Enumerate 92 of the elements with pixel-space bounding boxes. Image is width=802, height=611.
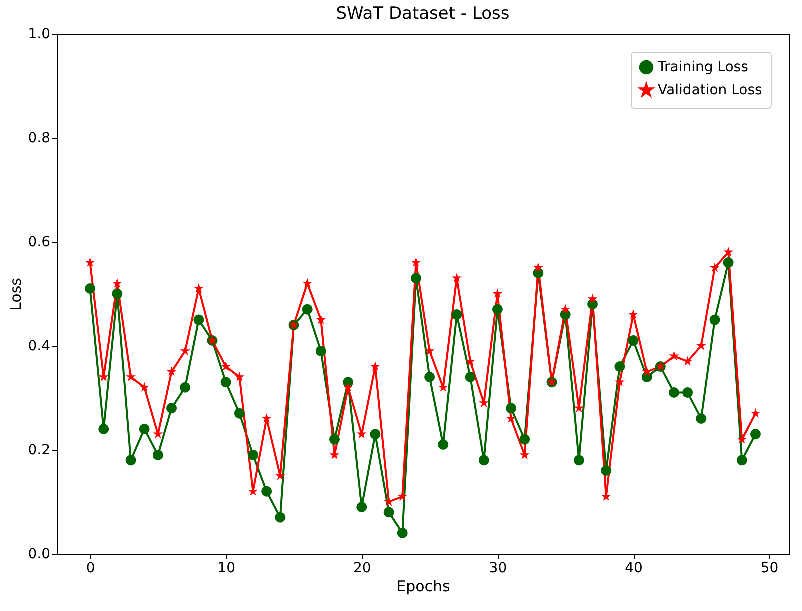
point (588, 294, 598, 304)
point (452, 310, 462, 320)
y-tick-label: 1.0 (28, 26, 50, 42)
point (140, 382, 150, 392)
chart-title: SWaT Dataset - Loss (336, 4, 510, 24)
point (614, 362, 626, 372)
point (628, 336, 639, 346)
point (438, 440, 449, 450)
point (466, 356, 476, 366)
point (492, 304, 503, 315)
point (194, 314, 204, 326)
point (329, 434, 340, 445)
x-tick-label: 50 (760, 560, 779, 576)
point (153, 429, 164, 439)
point (85, 284, 96, 294)
y-tick-label: 0.0 (28, 546, 50, 562)
point (424, 346, 435, 356)
point (343, 382, 354, 392)
point (248, 450, 258, 460)
point (669, 388, 680, 398)
point (750, 429, 761, 440)
point (410, 273, 422, 284)
point (696, 414, 707, 424)
point (424, 372, 436, 382)
point (316, 314, 326, 324)
point (628, 310, 638, 320)
point (275, 512, 286, 523)
legend-label: Training Loss (657, 60, 748, 76)
y-tick-label: 0.2 (28, 442, 50, 458)
point (520, 434, 530, 445)
x-tick-label: 30 (489, 560, 508, 576)
point (302, 278, 313, 288)
point (126, 455, 136, 466)
point (682, 356, 693, 366)
point (85, 258, 96, 268)
point (112, 288, 123, 300)
x-tick-label: 20 (353, 560, 372, 576)
x-tick-label: 10 (218, 560, 236, 576)
point (682, 388, 694, 398)
point (506, 414, 516, 424)
point (234, 372, 245, 382)
point (465, 372, 476, 382)
point (220, 377, 232, 388)
point (370, 362, 380, 372)
point (452, 273, 462, 283)
point (506, 403, 517, 414)
point (152, 450, 164, 460)
y-tick-label: 0.4 (28, 338, 51, 354)
point (724, 247, 734, 257)
point (710, 262, 720, 272)
point (384, 507, 394, 518)
point (478, 455, 490, 466)
point (262, 414, 272, 424)
point (316, 346, 326, 356)
x-axis-title: Epochs (396, 578, 451, 596)
point (234, 408, 245, 419)
point (194, 284, 204, 294)
point (737, 434, 748, 444)
point (669, 351, 680, 361)
point (98, 424, 110, 434)
point (356, 429, 367, 439)
point (180, 382, 191, 393)
point (696, 340, 706, 350)
point (736, 455, 748, 466)
point (180, 346, 190, 356)
point (166, 366, 177, 376)
point (723, 258, 734, 268)
point (533, 262, 544, 272)
y-axis-title: Loss (7, 278, 26, 311)
point (370, 429, 381, 440)
point (397, 528, 408, 538)
point (221, 362, 232, 372)
x-tick-label: 40 (625, 560, 643, 576)
x-tick-label: 0 (86, 560, 96, 576)
point (574, 455, 584, 466)
point (750, 408, 761, 418)
point (139, 424, 150, 434)
point (112, 278, 122, 288)
point (560, 304, 571, 314)
point (411, 258, 422, 268)
point (614, 377, 625, 387)
point (166, 403, 177, 414)
point (356, 502, 368, 512)
y-tick-label: 0.6 (28, 234, 51, 250)
legend-label: Validation Loss (658, 82, 762, 98)
point (302, 304, 313, 315)
y-tick-label: 0.8 (28, 130, 50, 146)
point (126, 372, 136, 382)
point (601, 466, 612, 476)
point (710, 314, 720, 326)
point (492, 288, 503, 298)
point (262, 486, 272, 497)
